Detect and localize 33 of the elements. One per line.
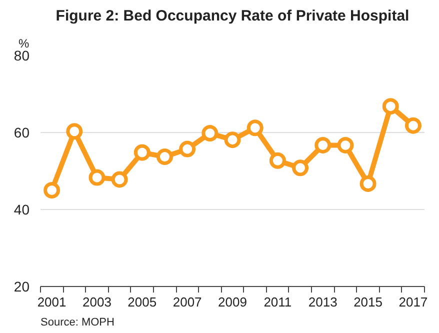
point: [179, 140, 196, 158]
point: [224, 132, 241, 148]
point: [134, 144, 150, 161]
x-tick-label: 2015: [354, 294, 382, 310]
x-tick-label: 2001: [37, 294, 66, 310]
point: [337, 136, 354, 154]
x-tick-label: 2011: [264, 294, 292, 310]
point: [44, 182, 60, 198]
y-tick-label: 60: [14, 124, 30, 140]
point: [360, 175, 376, 192]
x-tick-label: 2017: [398, 294, 428, 310]
y-tick-label: 20: [14, 278, 30, 294]
point: [202, 125, 218, 142]
point: [88, 169, 106, 186]
point: [269, 152, 286, 169]
point: [314, 136, 332, 154]
point: [66, 123, 83, 140]
y-tick-label: 40: [14, 202, 30, 218]
x-tick-label: 2007: [172, 294, 202, 310]
y-axis-title: %: [18, 36, 30, 50]
point: [111, 171, 128, 188]
chart-title: Figure 2: Bed Occupancy Rate of Private Hospital: [56, 8, 410, 24]
point: [246, 120, 264, 136]
point: [382, 98, 399, 115]
source-note: Source: MOPH: [40, 316, 115, 328]
point: [404, 117, 422, 134]
point: [156, 148, 173, 165]
x-tick-label: 2009: [218, 294, 247, 310]
y-tick-label: 80: [14, 48, 30, 64]
x-tick-label: 2003: [82, 294, 112, 310]
point: [292, 160, 309, 176]
x-tick-label: 2005: [128, 294, 157, 310]
x-tick-label: 2013: [308, 294, 338, 310]
